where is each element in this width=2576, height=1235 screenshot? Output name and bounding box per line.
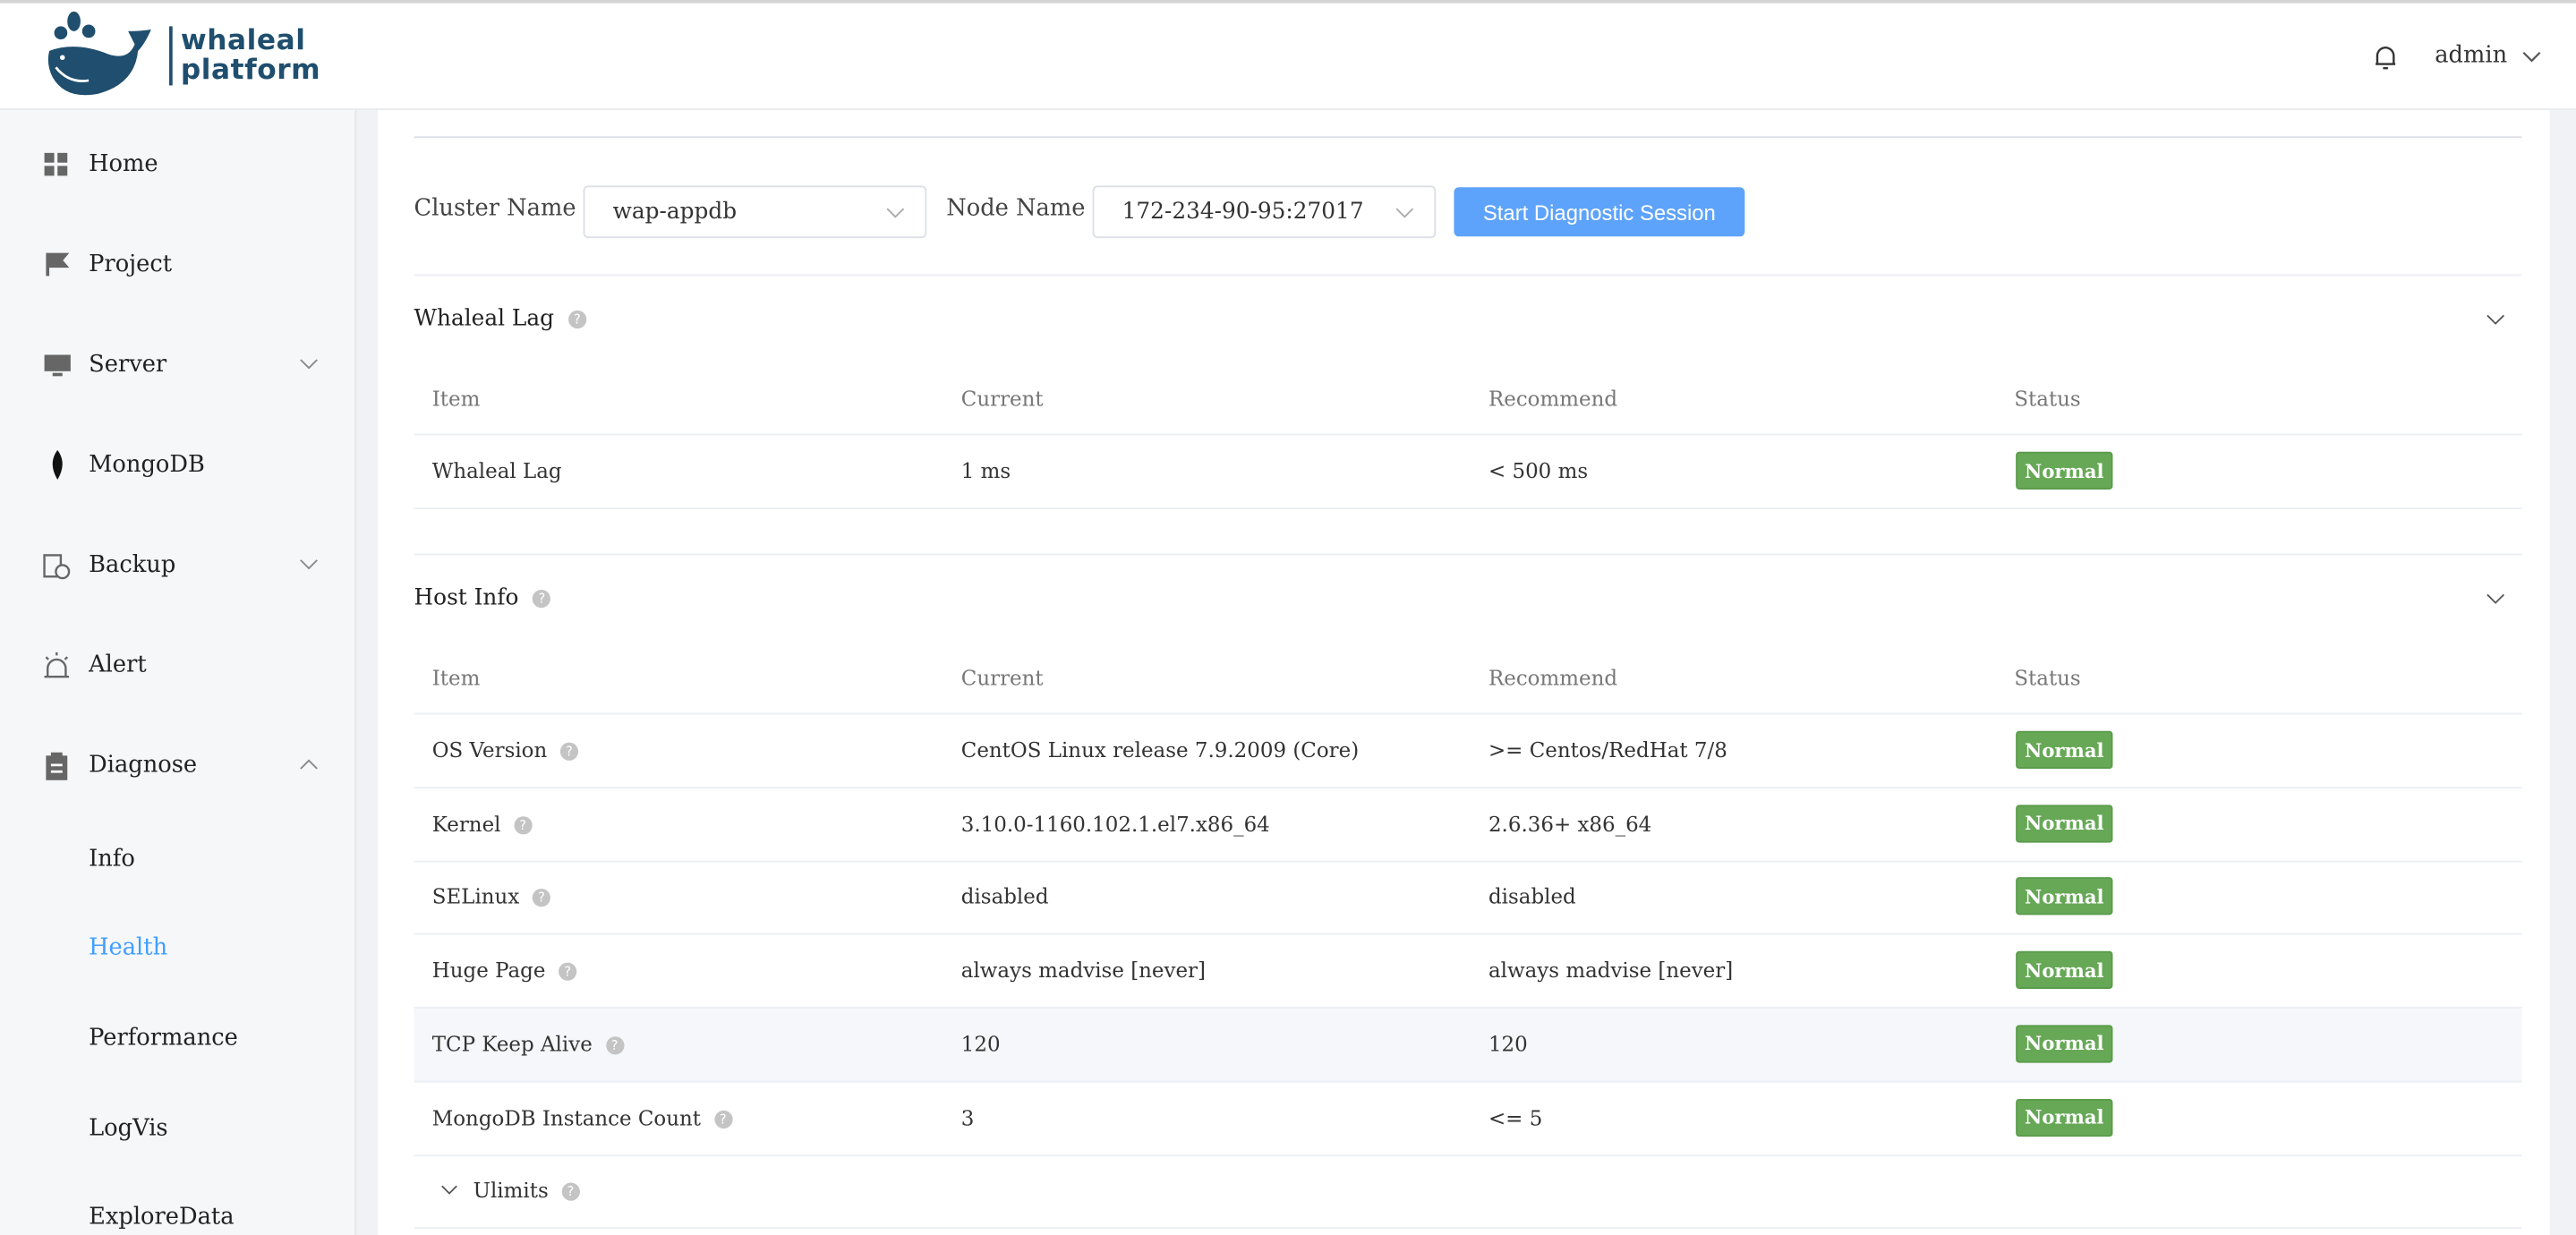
help-icon[interactable]: ?: [605, 1035, 624, 1055]
column-header-item: Item: [431, 386, 481, 411]
divider: [414, 433, 2522, 436]
health-content: Cluster Name wap-appdb Node Name 172-234…: [378, 109, 2550, 1235]
help-icon[interactable]: ?: [559, 962, 577, 981]
item-name: Kernel ?: [432, 811, 533, 836]
node-name-label: Node Name: [946, 195, 1086, 222]
backup-icon: [43, 551, 71, 579]
sidebar-subitem-health[interactable]: Health: [89, 934, 168, 961]
recommend-value: >= Centos/RedHat 7/8: [1488, 737, 1727, 762]
status-badge: Normal: [2016, 804, 2113, 843]
sidebar: Home Project Server MongoDB Backup Alert…: [0, 109, 357, 1235]
divider: [414, 553, 2522, 556]
cluster-name-select[interactable]: wap-appdb: [583, 185, 927, 239]
monitor-icon: [43, 351, 71, 379]
bell-icon[interactable]: [2371, 43, 2401, 72]
table-row: MongoDB Instance Count ? 3 <= 5 Normal: [414, 1082, 2522, 1156]
whaleal-lag-section-header[interactable]: Whaleal Lag ?: [414, 305, 586, 332]
divider: [414, 274, 2522, 277]
recommend-value: 2.6.36+ x86_64: [1488, 811, 1652, 836]
flag-icon: [43, 251, 71, 278]
alarm-icon: [43, 651, 71, 679]
recommend-value: 120: [1488, 1031, 1528, 1056]
sidebar-subitem-info[interactable]: Info: [89, 846, 135, 873]
chevron-down-icon: [1395, 208, 1414, 218]
sidebar-item-home[interactable]: Home: [0, 140, 354, 189]
item-name: SELinux ?: [432, 884, 551, 909]
chevron-down-icon[interactable]: [2486, 592, 2505, 608]
top-header: whaleal platform admin: [0, 3, 2576, 110]
chevron-down-icon: [300, 359, 318, 370]
item-name: Huge Page ?: [432, 958, 577, 983]
cluster-name-label: Cluster Name: [414, 195, 576, 222]
brand-name: whaleal platform: [169, 26, 320, 86]
recommend-value: disabled: [1488, 884, 1576, 909]
table-row: Whaleal Lag 1 ms < 500 ms Normal: [414, 435, 2522, 510]
sidebar-item-backup[interactable]: Backup: [0, 541, 354, 590]
sidebar-subitem-logvis[interactable]: LogVis: [89, 1115, 168, 1142]
recommend-value: <= 5: [1488, 1104, 1543, 1129]
help-icon[interactable]: ?: [533, 589, 551, 609]
help-icon[interactable]: ?: [713, 1109, 732, 1129]
window-top-border: [0, 0, 2576, 4]
ulimits-row[interactable]: Ulimits ?: [414, 1154, 2522, 1229]
status-badge: Normal: [2016, 730, 2113, 770]
leaf-icon: [43, 449, 71, 480]
column-header-current: Current: [960, 665, 1044, 690]
chevron-down-icon: [300, 559, 318, 570]
sidebar-item-alert[interactable]: Alert: [0, 641, 354, 690]
divider: [414, 136, 2522, 139]
column-header-status: Status: [2014, 665, 2081, 690]
status-badge: Normal: [2016, 1098, 2113, 1137]
sidebar-subitem-performance[interactable]: Performance: [89, 1025, 238, 1052]
sidebar-item-diagnose[interactable]: Diagnose: [0, 741, 354, 790]
column-header-recommend: Recommend: [1488, 386, 1618, 411]
help-icon[interactable]: ?: [559, 742, 579, 761]
help-icon[interactable]: ?: [561, 1182, 580, 1201]
help-icon[interactable]: ?: [532, 889, 551, 907]
column-header-item: Item: [431, 665, 481, 690]
table-row: TCP Keep Alive ? 120 120 Normal: [414, 1008, 2522, 1083]
sidebar-item-mongodb[interactable]: MongoDB: [0, 440, 354, 490]
table-row: Huge Page ? always madvise [never] always …: [414, 935, 2522, 1009]
current-value: disabled: [960, 884, 1049, 909]
sidebar-item-server[interactable]: Server: [0, 340, 354, 389]
item-name: TCP Keep Alive ?: [432, 1031, 624, 1056]
current-value: 120: [960, 1031, 1001, 1056]
chevron-down-icon[interactable]: [440, 1183, 458, 1198]
recommend-value: always madvise [never]: [1488, 958, 1734, 983]
sidebar-subitem-exploredata[interactable]: ExploreData: [89, 1204, 235, 1231]
divider: [414, 712, 2522, 715]
status-badge: Normal: [2016, 1024, 2113, 1063]
table-row: OS Version ? CentOS Linux release 7.9.200…: [414, 714, 2522, 789]
item-name: MongoDB Instance Count ?: [432, 1104, 732, 1129]
start-diagnostic-session-button[interactable]: Start Diagnostic Session: [1454, 187, 1745, 237]
status-badge: Normal: [2016, 451, 2113, 490]
current-value: CentOS Linux release 7.9.2009 (Core): [960, 737, 1360, 762]
chevron-down-icon: [886, 208, 905, 218]
current-value: 3: [960, 1104, 975, 1129]
ulimits-label: Ulimits ?: [473, 1178, 580, 1203]
current-value: always madvise [never]: [960, 958, 1206, 983]
table-row: SELinux ? disabled disabled Normal: [414, 862, 2522, 936]
clipboard-icon: [43, 751, 71, 779]
node-name-select[interactable]: 172-234-90-95:27017: [1092, 185, 1437, 239]
column-header-status: Status: [2014, 386, 2081, 411]
chevron-up-icon: [300, 759, 318, 770]
column-header-current: Current: [960, 386, 1044, 411]
status-badge: Normal: [2016, 950, 2113, 990]
sidebar-item-project[interactable]: Project: [0, 240, 354, 289]
item-name: OS Version ?: [432, 737, 579, 762]
host-info-section-header[interactable]: Host Info ?: [414, 584, 551, 611]
status-badge: Normal: [2016, 877, 2113, 916]
current-value: 3.10.0-1160.102.1.el7.x86_64: [960, 811, 1270, 836]
user-menu[interactable]: admin: [2435, 42, 2508, 70]
chevron-down-icon[interactable]: [2521, 43, 2541, 69]
help-icon[interactable]: ?: [567, 310, 586, 329]
help-icon[interactable]: ?: [514, 815, 533, 834]
whale-logo: [47, 11, 151, 96]
chevron-down-icon[interactable]: [2486, 312, 2505, 328]
column-header-recommend: Recommend: [1488, 665, 1618, 690]
grid-icon: [43, 150, 71, 178]
table-row: Kernel ? 3.10.0-1160.102.1.el7.x86_64 2.6.…: [414, 788, 2522, 863]
